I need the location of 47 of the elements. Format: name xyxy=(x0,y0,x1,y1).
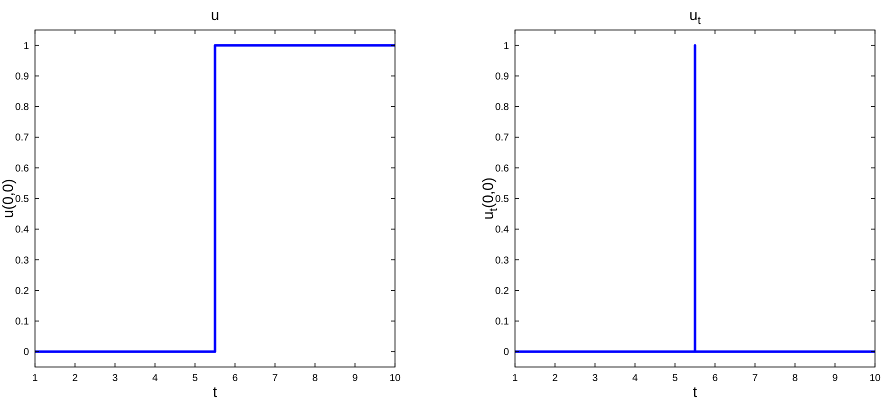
y-tick-label: 0.8 xyxy=(15,102,30,114)
x-tick-label: 5 xyxy=(192,373,198,384)
y-tick-label: 0.3 xyxy=(495,255,510,266)
x-tick-label: 4 xyxy=(632,373,638,384)
x-tick-label: 2 xyxy=(72,373,78,384)
y-tick-label: 0 xyxy=(503,347,510,358)
x-tick-label: 2 xyxy=(552,373,558,384)
y-axis-title: u(0,0) xyxy=(0,178,17,218)
x-tick-label: 3 xyxy=(112,373,118,384)
x-tick-label: 10 xyxy=(869,373,881,384)
x-tick-label: 7 xyxy=(752,373,758,384)
x-tick-label: 8 xyxy=(312,373,318,384)
x-tick-label: 1 xyxy=(512,373,518,384)
y-tick-label: 0.4 xyxy=(15,224,30,236)
x-tick-label: 7 xyxy=(272,373,278,384)
x-tick-label: 6 xyxy=(232,373,238,384)
x-axis-title: t xyxy=(212,384,218,398)
y-tick-label: 1 xyxy=(503,40,510,52)
x-tick-label: 1 xyxy=(32,373,38,384)
y-tick-label: 0.7 xyxy=(495,132,510,144)
y-tick-label: 0.2 xyxy=(15,286,30,297)
y-tick-label: 0.6 xyxy=(495,163,510,174)
y-tick-label: 0 xyxy=(23,347,30,358)
y-tick-label: 0.1 xyxy=(495,316,510,328)
y-tick-label: 0.6 xyxy=(15,163,30,174)
y-tick-label: 0.3 xyxy=(15,255,30,266)
y-tick-label: 0.8 xyxy=(495,102,510,114)
chart-title: u$_{t}$ xyxy=(689,7,702,27)
y-tick-label: 0.2 xyxy=(495,286,510,297)
x-tick-label: 10 xyxy=(389,373,401,384)
y-tick-label: 0.1 xyxy=(15,316,30,328)
y-tick-label: 0.5 xyxy=(15,194,30,205)
y-tick-label: 1 xyxy=(23,40,30,52)
x-tick-label: 8 xyxy=(792,373,798,384)
y-tick-label: 0.9 xyxy=(15,71,30,82)
y-tick-label: 0.5 xyxy=(495,194,510,205)
y-tick-label: 0.4 xyxy=(495,224,510,236)
x-tick-label: 9 xyxy=(352,373,358,384)
x-axis-title: t xyxy=(692,384,698,398)
y-tick-label: 0.9 xyxy=(495,71,510,82)
chart-title: u xyxy=(210,7,220,24)
y-tick-label: 0.7 xyxy=(15,132,30,144)
x-tick-label: 9 xyxy=(832,373,838,384)
x-tick-label: 5 xyxy=(672,373,678,384)
x-tick-label: 3 xyxy=(592,373,598,384)
x-tick-label: 6 xyxy=(712,373,718,384)
x-tick-label: 4 xyxy=(152,373,158,384)
